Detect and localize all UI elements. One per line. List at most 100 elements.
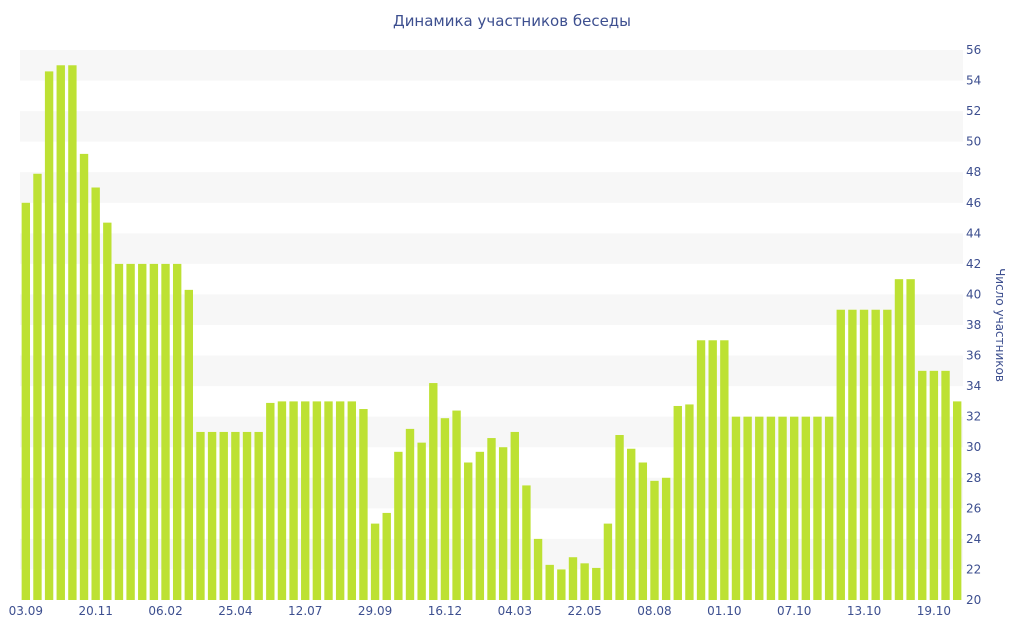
bar [56,65,65,600]
bar [568,557,578,600]
bar [929,370,939,600]
bar [557,569,566,600]
bar [312,401,322,600]
bar [685,404,694,600]
bar [301,401,310,600]
y-tick-label: 20 [966,593,981,607]
x-tick-label: 01.10 [707,604,741,618]
x-tick-label: 19.10 [917,604,951,618]
bar [813,416,822,600]
bar [906,279,915,600]
bar [580,563,589,600]
bar [487,438,496,600]
bar [196,431,205,600]
x-tick-label: 16.12 [428,604,462,618]
y-tick-label: 38 [966,318,981,332]
y-tick-label: 42 [966,257,981,271]
bar [545,564,554,600]
grid-band [20,111,963,142]
y-tick-label: 22 [966,562,981,576]
x-tick-label: 06.02 [148,604,182,618]
y-tick-label: 30 [966,440,981,454]
bar [44,71,54,600]
bar [347,401,356,600]
bar [836,309,845,600]
bar [33,173,42,600]
x-tick-label: 20.11 [78,604,112,618]
y-tick-label: 40 [966,287,981,301]
x-tick-label: 12.07 [288,604,322,618]
grid-band [20,50,963,81]
bar [207,431,217,600]
bar [661,477,671,600]
bar [603,523,613,600]
bar [359,409,368,600]
y-tick-label: 24 [966,532,981,546]
bar [172,263,182,600]
bar [79,153,89,600]
y-tick-label: 26 [966,501,981,515]
bar [731,416,741,600]
y-tick-label: 36 [966,349,981,363]
bar [790,416,799,600]
bar [638,462,648,600]
bar [720,340,729,600]
bar [615,435,624,600]
y-tick-label: 32 [966,410,981,424]
bar [184,289,193,600]
chart-title: Динамика участников беседы [392,12,632,30]
x-tick-label: 25.04 [218,604,252,618]
bar [510,431,519,600]
y-tick-label: 50 [966,135,981,149]
bar [650,480,659,600]
bar [859,309,869,600]
x-tick-label: 22.05 [567,604,601,618]
bar [405,428,415,600]
bar [533,538,543,600]
bar [755,416,764,600]
y-tick-label: 54 [966,74,981,88]
bar [848,309,857,600]
bar [883,309,892,600]
bar [696,340,706,600]
y-axis-ticks: 20 22 24 26 28 30 32 34 36 38 40 42 44 46 48 50 52 54 56 [966,43,981,607]
x-tick-label: 13.10 [847,604,881,618]
bar [103,222,112,600]
bar [824,416,834,600]
bar [382,512,391,600]
bar [231,431,240,600]
bar [266,402,275,600]
bar [324,401,333,600]
bar [219,431,228,600]
bar [918,370,927,600]
bar [743,416,752,600]
bar [941,370,950,600]
bar [254,431,263,600]
x-tick-label: 08.08 [637,604,671,618]
bar [440,418,450,600]
x-axis-ticks: 03.09 20.11 06.02 25.04 12.07 29.09 16.12 04.03… [9,604,951,618]
bar [498,447,508,600]
bar-series [21,65,962,600]
bar [464,462,473,600]
bar [21,202,31,600]
bar [138,263,147,600]
y-axis-label: Число участников [993,268,1007,382]
bar [429,383,438,600]
grid-band [20,172,963,203]
bar [627,448,636,600]
bar [894,279,904,600]
y-tick-label: 44 [966,226,981,240]
bar [149,263,159,600]
x-tick-label: 04.03 [498,604,532,618]
grid-band [20,233,963,264]
y-tick-label: 46 [966,196,981,210]
x-tick-label: 03.09 [9,604,43,618]
bar [871,309,880,600]
bar [277,401,287,600]
bar [592,567,601,600]
bar [68,65,77,600]
bar [289,401,298,600]
